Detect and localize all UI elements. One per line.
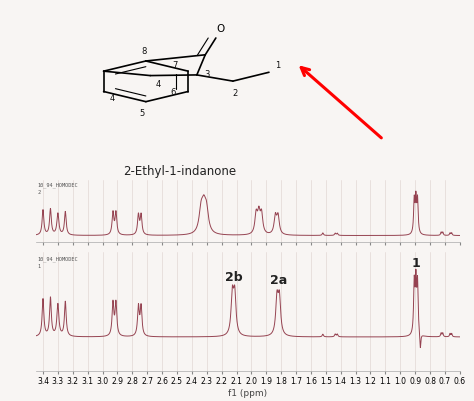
- Text: 6: 6: [170, 88, 175, 97]
- Text: 2a: 2a: [270, 273, 287, 286]
- Text: 2b: 2b: [225, 270, 242, 283]
- Text: 10_94_HOMODEC
2: 10_94_HOMODEC 2: [37, 182, 78, 194]
- Text: 5: 5: [139, 109, 144, 117]
- Text: 2: 2: [232, 89, 237, 98]
- Text: 1: 1: [411, 257, 420, 269]
- Text: 10_94_HOMODEC
1: 10_94_HOMODEC 1: [37, 256, 78, 268]
- Text: 3: 3: [204, 69, 210, 79]
- Text: 4: 4: [110, 94, 115, 103]
- Text: 2-Ethyl-1-indanone: 2-Ethyl-1-indanone: [123, 164, 237, 177]
- Text: 7: 7: [172, 61, 177, 69]
- Text: 1: 1: [275, 61, 281, 69]
- Text: O: O: [216, 24, 224, 34]
- X-axis label: f1 (ppm): f1 (ppm): [228, 388, 267, 397]
- Text: 4: 4: [155, 80, 161, 89]
- Text: 8: 8: [141, 47, 146, 56]
